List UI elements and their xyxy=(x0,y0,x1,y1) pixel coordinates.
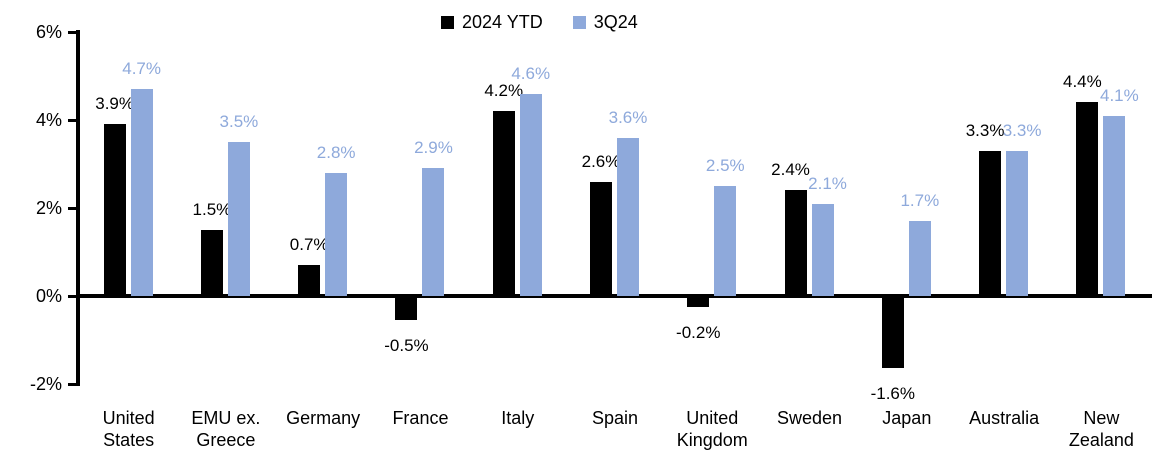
bar-value-label-3q24-sweden: 2.1% xyxy=(808,173,847,193)
bar-value-label-2024-ytd-australia: 3.3% xyxy=(965,120,1005,140)
bar-3q24-spain xyxy=(617,137,639,296)
legend-item-3q24: 3Q24 xyxy=(572,12,638,33)
bar-3q24-sweden xyxy=(811,203,834,296)
y-tick-mark xyxy=(68,119,76,122)
bar-value-label-3q24-united-states: 4.7% xyxy=(122,59,161,79)
legend-swatch-3q24-icon xyxy=(572,16,586,29)
y-tick-label-4: 4% xyxy=(35,110,62,130)
bar-3q24-united-kingdom xyxy=(714,186,737,296)
legend-label-3q24: 3Q24 xyxy=(593,12,638,32)
bar-2024-ytd-australia xyxy=(979,150,1002,296)
bar-value-label-3q24-new-zealand: 4.1% xyxy=(1099,85,1139,105)
x-axis-label-france: France xyxy=(392,408,449,428)
bar-value-label-3q24-australia: 3.3% xyxy=(1002,120,1042,140)
bar-3q24-germany xyxy=(325,172,348,296)
bar-value-label-2024-ytd-spain: 2.6% xyxy=(581,151,621,171)
x-axis-label-germany: Germany xyxy=(286,408,361,428)
x-axis-label-united-kingdom: United Kingdom xyxy=(676,408,748,450)
bar-2024-ytd-germany xyxy=(298,265,321,296)
x-axis-label-spain: Spain xyxy=(591,408,639,428)
bar-2024-ytd-united-kingdom xyxy=(687,298,710,307)
bar-2024-ytd-france xyxy=(395,298,418,320)
bar-value-label-3q24-spain: 3.6% xyxy=(608,107,648,127)
bar-value-label-2024-ytd-sweden: 2.4% xyxy=(771,160,810,180)
x-axis-label-australia: Australia xyxy=(969,408,1040,428)
bar-value-label-2024-ytd-germany: 0.7% xyxy=(289,235,329,255)
y-tick-label-2: -2% xyxy=(29,374,62,394)
bar-value-label-3q24-united-kingdom: 2.5% xyxy=(705,156,745,175)
y-tick-label-6: 6% xyxy=(35,22,62,42)
bar-value-label-2024-ytd-new-zealand: 4.4% xyxy=(1062,72,1102,92)
bar-3q24-italy xyxy=(519,93,542,296)
bar-3q24-australia xyxy=(1006,150,1029,296)
y-tick-label-0: 0% xyxy=(35,286,62,306)
bar-3q24-united-states xyxy=(130,89,153,296)
y-tick-mark xyxy=(68,383,76,386)
y-tick-mark xyxy=(68,295,76,298)
x-axis-label-italy: Italy xyxy=(501,408,535,428)
y-tick-mark xyxy=(68,31,76,34)
bar-value-label-3q24-france: 2.9% xyxy=(414,138,453,158)
bar-value-label-2024-ytd-japan: -1.6% xyxy=(870,384,916,404)
bar-2024-ytd-italy xyxy=(492,111,515,296)
bar-value-label-3q24-japan: 1.7% xyxy=(900,191,940,211)
bar-2024-ytd-new-zealand xyxy=(1076,102,1099,296)
y-tick-label-2: 2% xyxy=(35,198,62,218)
legend: 2024 YTD 3Q24 xyxy=(441,12,638,33)
bar-2024-ytd-sweden xyxy=(784,190,807,296)
bar-value-label-2024-ytd-united-states: 3.9% xyxy=(95,94,134,114)
legend-item-2024-ytd: 2024 YTD xyxy=(441,12,543,33)
x-axis-label-sweden: Sweden xyxy=(777,408,843,428)
bar-2024-ytd-japan xyxy=(881,298,904,369)
x-axis-label-japan: Japan xyxy=(882,408,932,428)
bar-value-label-2024-ytd-emu-ex-greece: 1.5% xyxy=(192,200,232,219)
legend-swatch-2024-ytd-icon xyxy=(441,16,454,29)
bar-2024-ytd-emu-ex-greece xyxy=(200,230,223,296)
x-axis-label-emu-ex-greece: EMU ex. Greece xyxy=(191,408,261,450)
bar-value-label-3q24-italy: 4.6% xyxy=(511,63,551,83)
bar-3q24-france xyxy=(422,168,445,296)
bar-2024-ytd-united-states xyxy=(103,124,126,296)
bar-3q24-japan xyxy=(908,221,931,296)
bar-2024-ytd-spain xyxy=(590,181,612,296)
legend-label-2024-ytd: 2024 YTD xyxy=(462,12,543,32)
bar-3q24-new-zealand xyxy=(1103,115,1126,296)
x-axis-label-united-states: United States xyxy=(102,408,155,450)
y-tick-mark xyxy=(68,207,76,210)
bar-3q24-emu-ex-greece xyxy=(227,142,250,296)
y-axis-line xyxy=(76,30,80,386)
bar-value-label-2024-ytd-italy: 4.2% xyxy=(484,81,524,101)
bar-value-label-2024-ytd-united-kingdom: -0.2% xyxy=(676,322,721,342)
bar-value-label-3q24-emu-ex-greece: 3.5% xyxy=(219,112,259,131)
bar-value-label-2024-ytd-france: -0.5% xyxy=(384,336,429,355)
bar-value-label-3q24-germany: 2.8% xyxy=(316,142,356,162)
x-axis-label-new-zealand: New Zealand xyxy=(1068,408,1134,450)
x-axis-line xyxy=(76,294,1152,298)
